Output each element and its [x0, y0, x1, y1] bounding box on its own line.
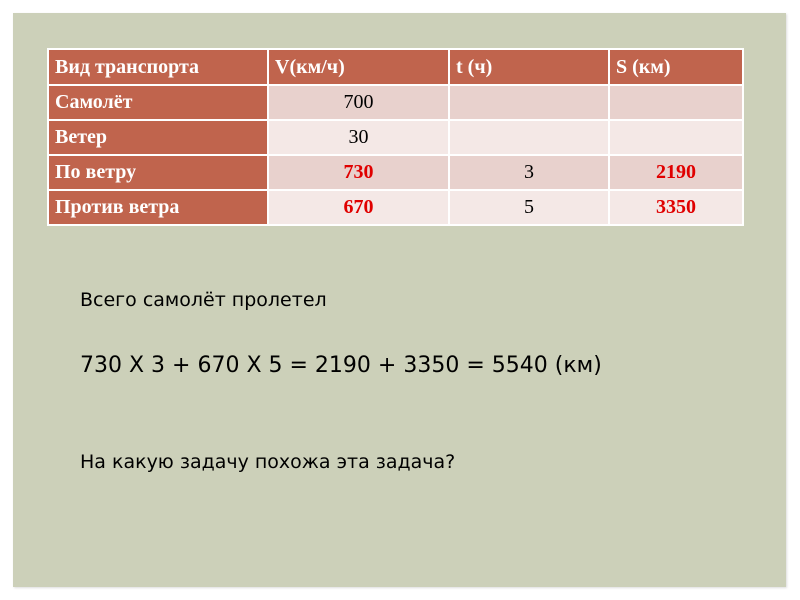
- table-row: Ветер 30: [47, 119, 744, 156]
- header-transport: Вид транспорта: [47, 48, 269, 86]
- header-speed: V(км/ч): [267, 48, 450, 86]
- table-row: Самолёт 700: [47, 84, 744, 121]
- cell-speed: 30: [267, 119, 450, 156]
- cell-time: 3: [448, 154, 610, 191]
- total-text: Всего самолёт пролетел: [80, 289, 327, 311]
- cell-distance: 2190: [608, 154, 744, 191]
- cell-speed: 670: [267, 189, 450, 226]
- formula-text: 730 Х 3 + 670 Х 5 = 2190 + 3350 = 5540 (…: [80, 353, 602, 378]
- header-distance: S (км): [608, 48, 744, 86]
- slide: Вид транспорта V(км/ч) t (ч) S (км) Само…: [13, 13, 786, 587]
- cell-time: 5: [448, 189, 610, 226]
- table-row: По ветру 730 3 2190: [47, 154, 744, 191]
- row-label: Ветер: [47, 119, 269, 156]
- table-row: Против ветра 670 5 3350: [47, 189, 744, 226]
- header-time: t (ч): [448, 48, 610, 86]
- cell-speed: 700: [267, 84, 450, 121]
- cell-time: [448, 119, 610, 156]
- row-label: По ветру: [47, 154, 269, 191]
- data-table: Вид транспорта V(км/ч) t (ч) S (км) Само…: [47, 48, 744, 226]
- cell-time: [448, 84, 610, 121]
- cell-distance: [608, 84, 744, 121]
- row-label: Самолёт: [47, 84, 269, 121]
- cell-distance: 3350: [608, 189, 744, 226]
- cell-speed: 730: [267, 154, 450, 191]
- table-header-row: Вид транспорта V(км/ч) t (ч) S (км): [47, 48, 744, 86]
- row-label: Против ветра: [47, 189, 269, 226]
- question-text: На какую задачу похожа эта задача?: [80, 451, 456, 473]
- cell-distance: [608, 119, 744, 156]
